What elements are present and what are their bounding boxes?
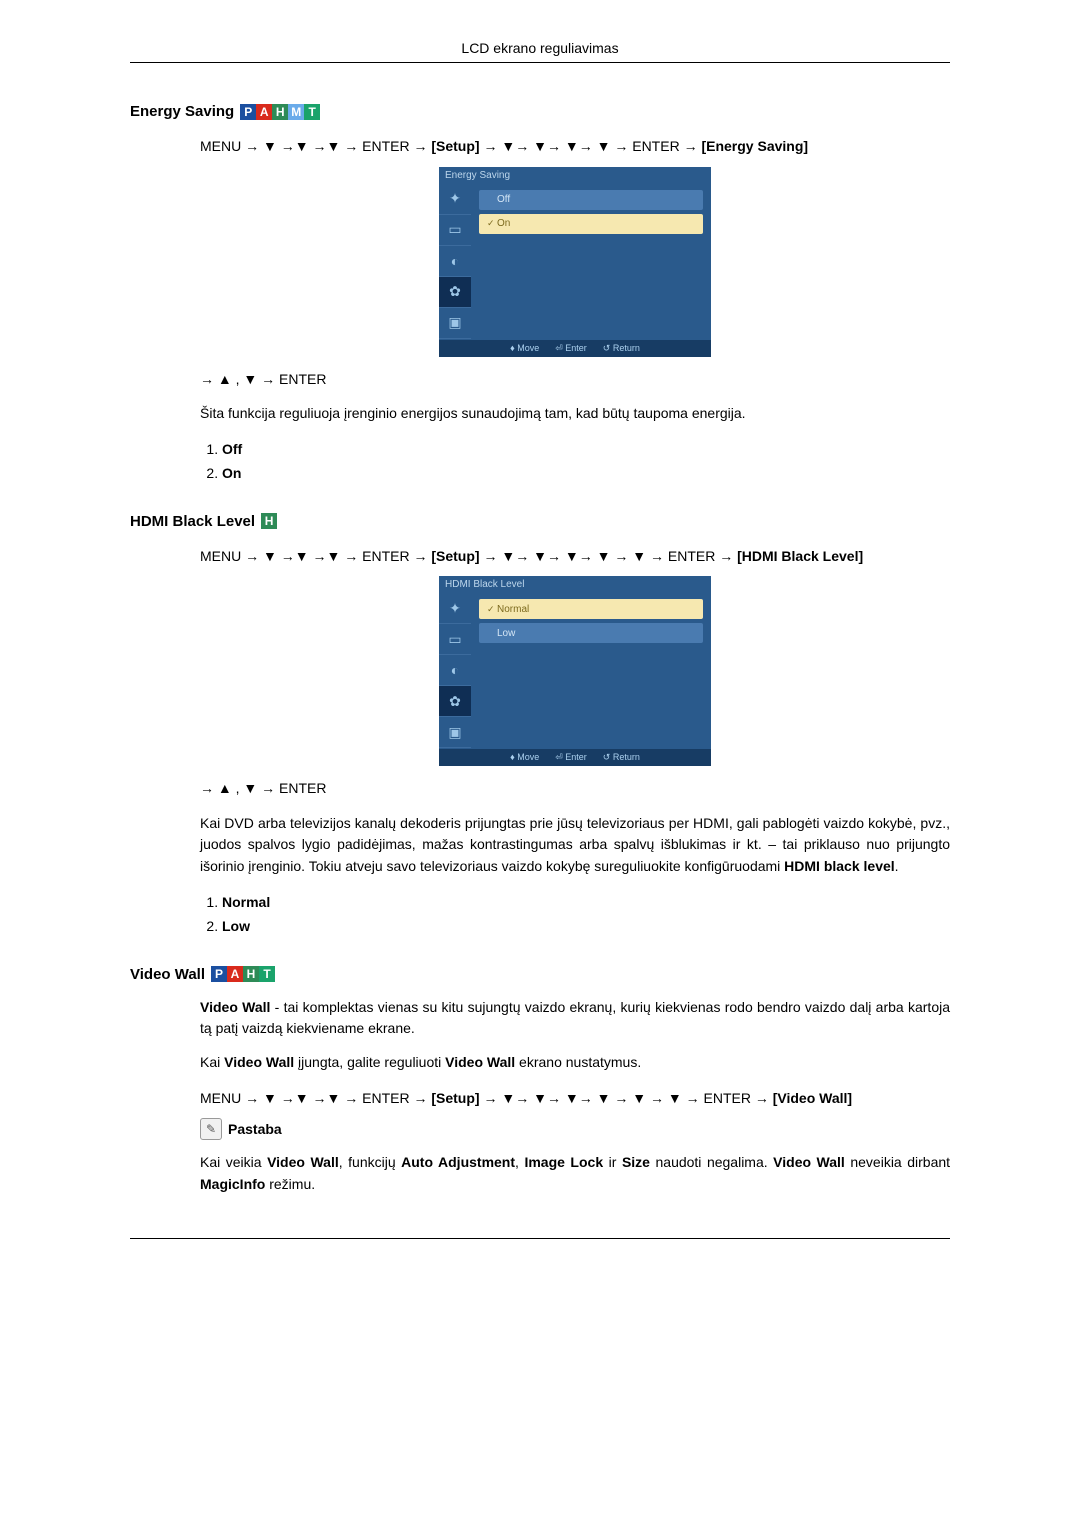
- tv-bottom-bar: ♦ Move ⏎ Enter ↺ Return: [439, 340, 711, 357]
- tag-p-icon: P: [240, 104, 256, 120]
- tag-h-icon: H: [261, 513, 277, 529]
- hdmi-block: MENU → ▼ →▼ →▼ → ENTER → [Setup] → ▼→ ▼→…: [200, 544, 950, 938]
- tv-return: ↺ Return: [603, 343, 640, 354]
- tv-main: ✓Normal Low: [471, 593, 711, 749]
- video-note: Kai veikia Video Wall, funkcijų Auto Adj…: [200, 1152, 950, 1195]
- energy-desc: Šita funkcija reguliuoja įrenginio energ…: [200, 403, 950, 425]
- tv-row-off: Off: [479, 190, 703, 210]
- tv-row-normal-label: Normal: [497, 604, 529, 615]
- video-nav: MENU → ▼ →▼ →▼ → ENTER → [Setup] → ▼→ ▼→…: [200, 1086, 950, 1111]
- tv-icon-setup: ✿: [439, 686, 471, 717]
- tv-body: ✦ ▭ ◐ ✿ ▣ Off ✓On: [439, 184, 711, 340]
- tag-p-icon: P: [211, 966, 227, 982]
- section-title-hdmi: HDMI Black Level H: [130, 513, 950, 530]
- hdmi-tags: H: [261, 513, 277, 529]
- tv-icon-input: ▭: [439, 624, 471, 655]
- energy-tv-mock: Energy Saving ✦ ▭ ◐ ✿ ▣ Off ✓On ♦ Move ⏎…: [439, 167, 711, 357]
- video-p2: Kai Video Wall įjungta, galite reguliuot…: [200, 1052, 950, 1074]
- tag-h-icon: H: [272, 104, 288, 120]
- tv-move: ♦ Move: [510, 752, 539, 763]
- section-title-energy: Energy Saving P A H M T: [130, 103, 950, 120]
- energy-nav-mid: → ▼→ ▼→ ▼→ ▼ → ENTER →: [480, 138, 702, 154]
- tv-icon-multi: ▣: [439, 308, 471, 339]
- tag-a-icon: A: [256, 104, 272, 120]
- tv-icon-time: ◐: [439, 246, 471, 277]
- tv-icon-picture: ✦: [439, 184, 471, 215]
- tv-sidebar: ✦ ▭ ◐ ✿ ▣: [439, 184, 471, 340]
- hdmi-options: Normal Low: [200, 890, 950, 938]
- note-label: Pastaba: [228, 1121, 282, 1137]
- tv-icon-picture: ✦: [439, 593, 471, 624]
- hdmi-desc-bold: HDMI black level: [784, 858, 895, 874]
- hdmi-opt1: Normal: [222, 894, 270, 910]
- hdmi-nav-prefix: MENU → ▼ →▼ →▼ → ENTER →: [200, 548, 431, 564]
- tv-enter: ⏎ Enter: [555, 343, 587, 354]
- hdmi-nav: MENU → ▼ →▼ →▼ → ENTER → [Setup] → ▼→ ▼→…: [200, 544, 950, 569]
- tv-enter: ⏎ Enter: [555, 752, 587, 763]
- page-header: LCD ekrano reguliavimas: [130, 40, 950, 63]
- tv-row-low-label: Low: [497, 628, 515, 639]
- tv-icon-multi: ▣: [439, 717, 471, 748]
- section-title-video: Video Wall P A H T: [130, 966, 950, 983]
- tv-title: HDMI Black Level: [439, 576, 711, 593]
- tv-bottom-bar: ♦ Move ⏎ Enter ↺ Return: [439, 749, 711, 766]
- tv-title: Energy Saving: [439, 167, 711, 184]
- energy-options: Off On: [200, 437, 950, 485]
- energy-nav-setup: [Setup]: [431, 138, 479, 154]
- video-p1: Video Wall - tai komplektas vienas su ki…: [200, 997, 950, 1040]
- tag-t-icon: T: [259, 966, 275, 982]
- tag-h-icon: H: [243, 966, 259, 982]
- energy-nav: MENU → ▼ →▼ →▼ → ENTER → [Setup] → ▼→ ▼→…: [200, 134, 950, 159]
- tv-move: ♦ Move: [510, 343, 539, 354]
- video-nav-target: [Video Wall]: [773, 1090, 852, 1106]
- video-nav-setup: [Setup]: [431, 1090, 479, 1106]
- tag-t-icon: T: [304, 104, 320, 120]
- page: LCD ekrano reguliavimas Energy Saving P …: [130, 40, 950, 1239]
- tv-return: ↺ Return: [603, 752, 640, 763]
- video-nav-prefix: MENU → ▼ →▼ →▼ → ENTER →: [200, 1090, 431, 1106]
- tv-row-low: Low: [479, 623, 703, 643]
- video-block: Video Wall - tai komplektas vienas su ki…: [200, 997, 950, 1196]
- hdmi-title-text: HDMI Black Level: [130, 513, 255, 530]
- energy-opt1: Off: [222, 441, 242, 457]
- tv-main: Off ✓On: [471, 184, 711, 340]
- energy-nav2: → ▲ , ▼ → ENTER: [200, 367, 950, 392]
- video-p1-bold: Video Wall: [200, 999, 270, 1015]
- tv-row-on: ✓On: [479, 214, 703, 234]
- energy-title-text: Energy Saving: [130, 103, 234, 120]
- tv-row-normal: ✓Normal: [479, 599, 703, 619]
- video-title-text: Video Wall: [130, 966, 205, 983]
- tv-icon-time: ◐: [439, 655, 471, 686]
- hdmi-nav-target: [HDMI Black Level]: [737, 548, 863, 564]
- video-p1-rest: - tai komplektas vienas su kitu sujungtų…: [200, 999, 950, 1037]
- video-tags: P A H T: [211, 966, 275, 982]
- bottom-rule: [130, 1238, 950, 1239]
- note-icon: ✎: [200, 1118, 222, 1140]
- hdmi-opt2: Low: [222, 918, 250, 934]
- tv-row-on-label: On: [497, 218, 510, 229]
- tv-icon-setup: ✿: [439, 277, 471, 308]
- energy-block: MENU → ▼ →▼ →▼ → ENTER → [Setup] → ▼→ ▼→…: [200, 134, 950, 485]
- note-row: ✎ Pastaba: [200, 1118, 950, 1140]
- hdmi-tv-mock: HDMI Black Level ✦ ▭ ◐ ✿ ▣ ✓Normal Low ♦…: [439, 576, 711, 766]
- hdmi-nav2: → ▲ , ▼ → ENTER: [200, 776, 950, 801]
- video-nav-mid: → ▼→ ▼→ ▼→ ▼ → ▼ → ▼ → ENTER →: [480, 1090, 773, 1106]
- energy-nav-target: [Energy Saving]: [701, 138, 808, 154]
- hdmi-nav-mid: → ▼→ ▼→ ▼→ ▼ → ▼ → ENTER →: [480, 548, 738, 564]
- energy-tags: P A H M T: [240, 104, 320, 120]
- tv-body: ✦ ▭ ◐ ✿ ▣ ✓Normal Low: [439, 593, 711, 749]
- tag-m-icon: M: [288, 104, 304, 120]
- energy-nav-prefix: MENU → ▼ →▼ →▼ → ENTER →: [200, 138, 431, 154]
- hdmi-nav-setup: [Setup]: [431, 548, 479, 564]
- tag-a-icon: A: [227, 966, 243, 982]
- tv-sidebar: ✦ ▭ ◐ ✿ ▣: [439, 593, 471, 749]
- tv-icon-input: ▭: [439, 215, 471, 246]
- energy-opt2: On: [222, 465, 241, 481]
- tv-row-off-label: Off: [497, 194, 510, 205]
- hdmi-desc: Kai DVD arba televizijos kanalų dekoderi…: [200, 813, 950, 878]
